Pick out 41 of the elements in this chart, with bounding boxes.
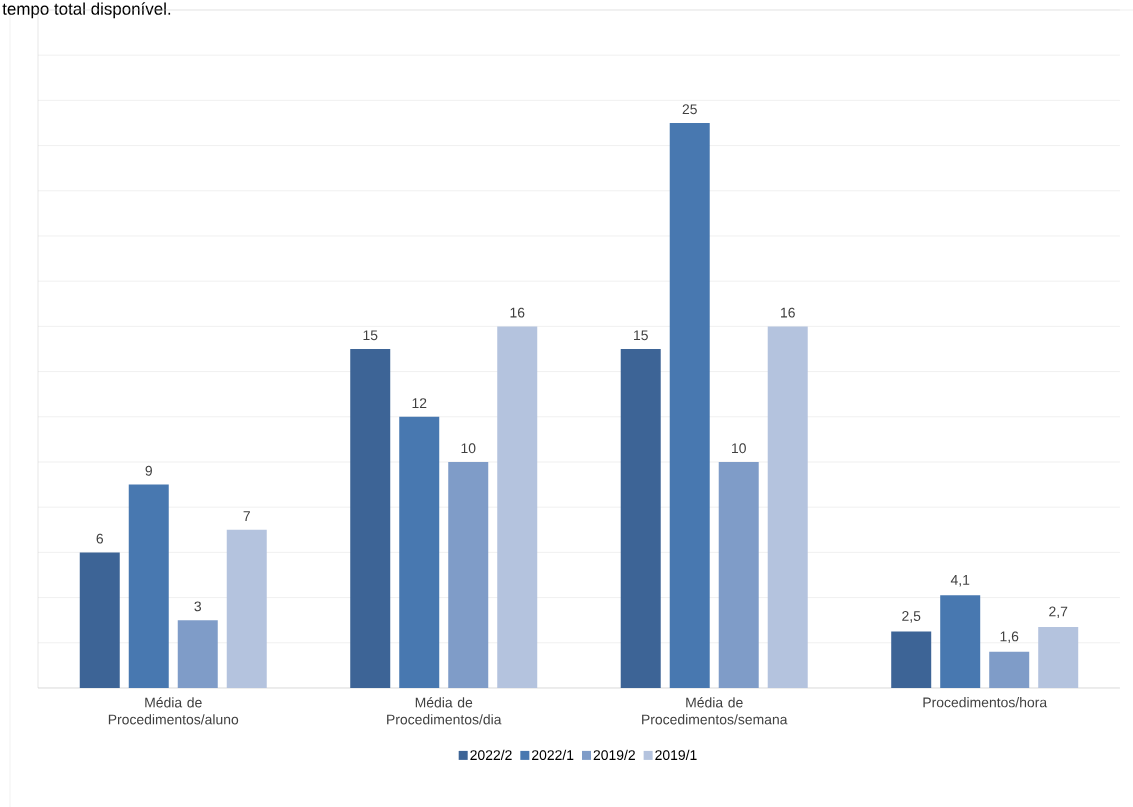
bar (1038, 626, 1079, 688)
data-label: 10 (461, 443, 476, 454)
data-label: 15 (634, 330, 648, 341)
data-label: 25 (682, 104, 697, 115)
legend-label: 2019/2 (593, 749, 635, 761)
bar (497, 326, 538, 688)
bar (399, 416, 440, 688)
legend-label: 2022/2 (470, 749, 512, 761)
x-tick-label: Procedimentos/hora (923, 697, 1048, 708)
data-label: 16 (510, 307, 525, 318)
data-label: 6 (96, 533, 104, 544)
data-label: 16 (781, 307, 795, 318)
bar (718, 461, 759, 688)
legend-label: 2019/1 (655, 749, 697, 761)
bar (940, 595, 981, 688)
bar (989, 651, 1030, 688)
data-label: 1,6 (1000, 631, 1019, 643)
bar (448, 461, 489, 688)
bar (128, 484, 169, 688)
data-label: 2,7 (1049, 606, 1068, 619)
data-label: 4,1 (950, 575, 970, 587)
bar (226, 529, 267, 688)
data-label: 2,5 (902, 611, 921, 623)
data-label: 10 (732, 443, 746, 454)
bar (669, 122, 710, 688)
bar (620, 348, 661, 688)
annotation: tempo total disponível. (2, 2, 171, 19)
bar (350, 348, 391, 688)
data-label: 7 (243, 511, 250, 521)
bar (767, 326, 808, 688)
bar (891, 631, 932, 688)
data-label: 3 (194, 601, 202, 612)
data-label: 12 (412, 398, 427, 408)
legend-label: 2022/1 (532, 749, 574, 761)
bar (79, 552, 120, 688)
data-label: 15 (363, 330, 378, 341)
x-tick-label: Média de Procedimentos/dia (387, 697, 502, 725)
x-tick-label: Média de Procedimentos/aluno (108, 697, 239, 725)
data-label: 9 (145, 465, 152, 476)
x-tick-label: Média de Procedimentos/semana (642, 697, 788, 725)
bar (177, 620, 218, 688)
